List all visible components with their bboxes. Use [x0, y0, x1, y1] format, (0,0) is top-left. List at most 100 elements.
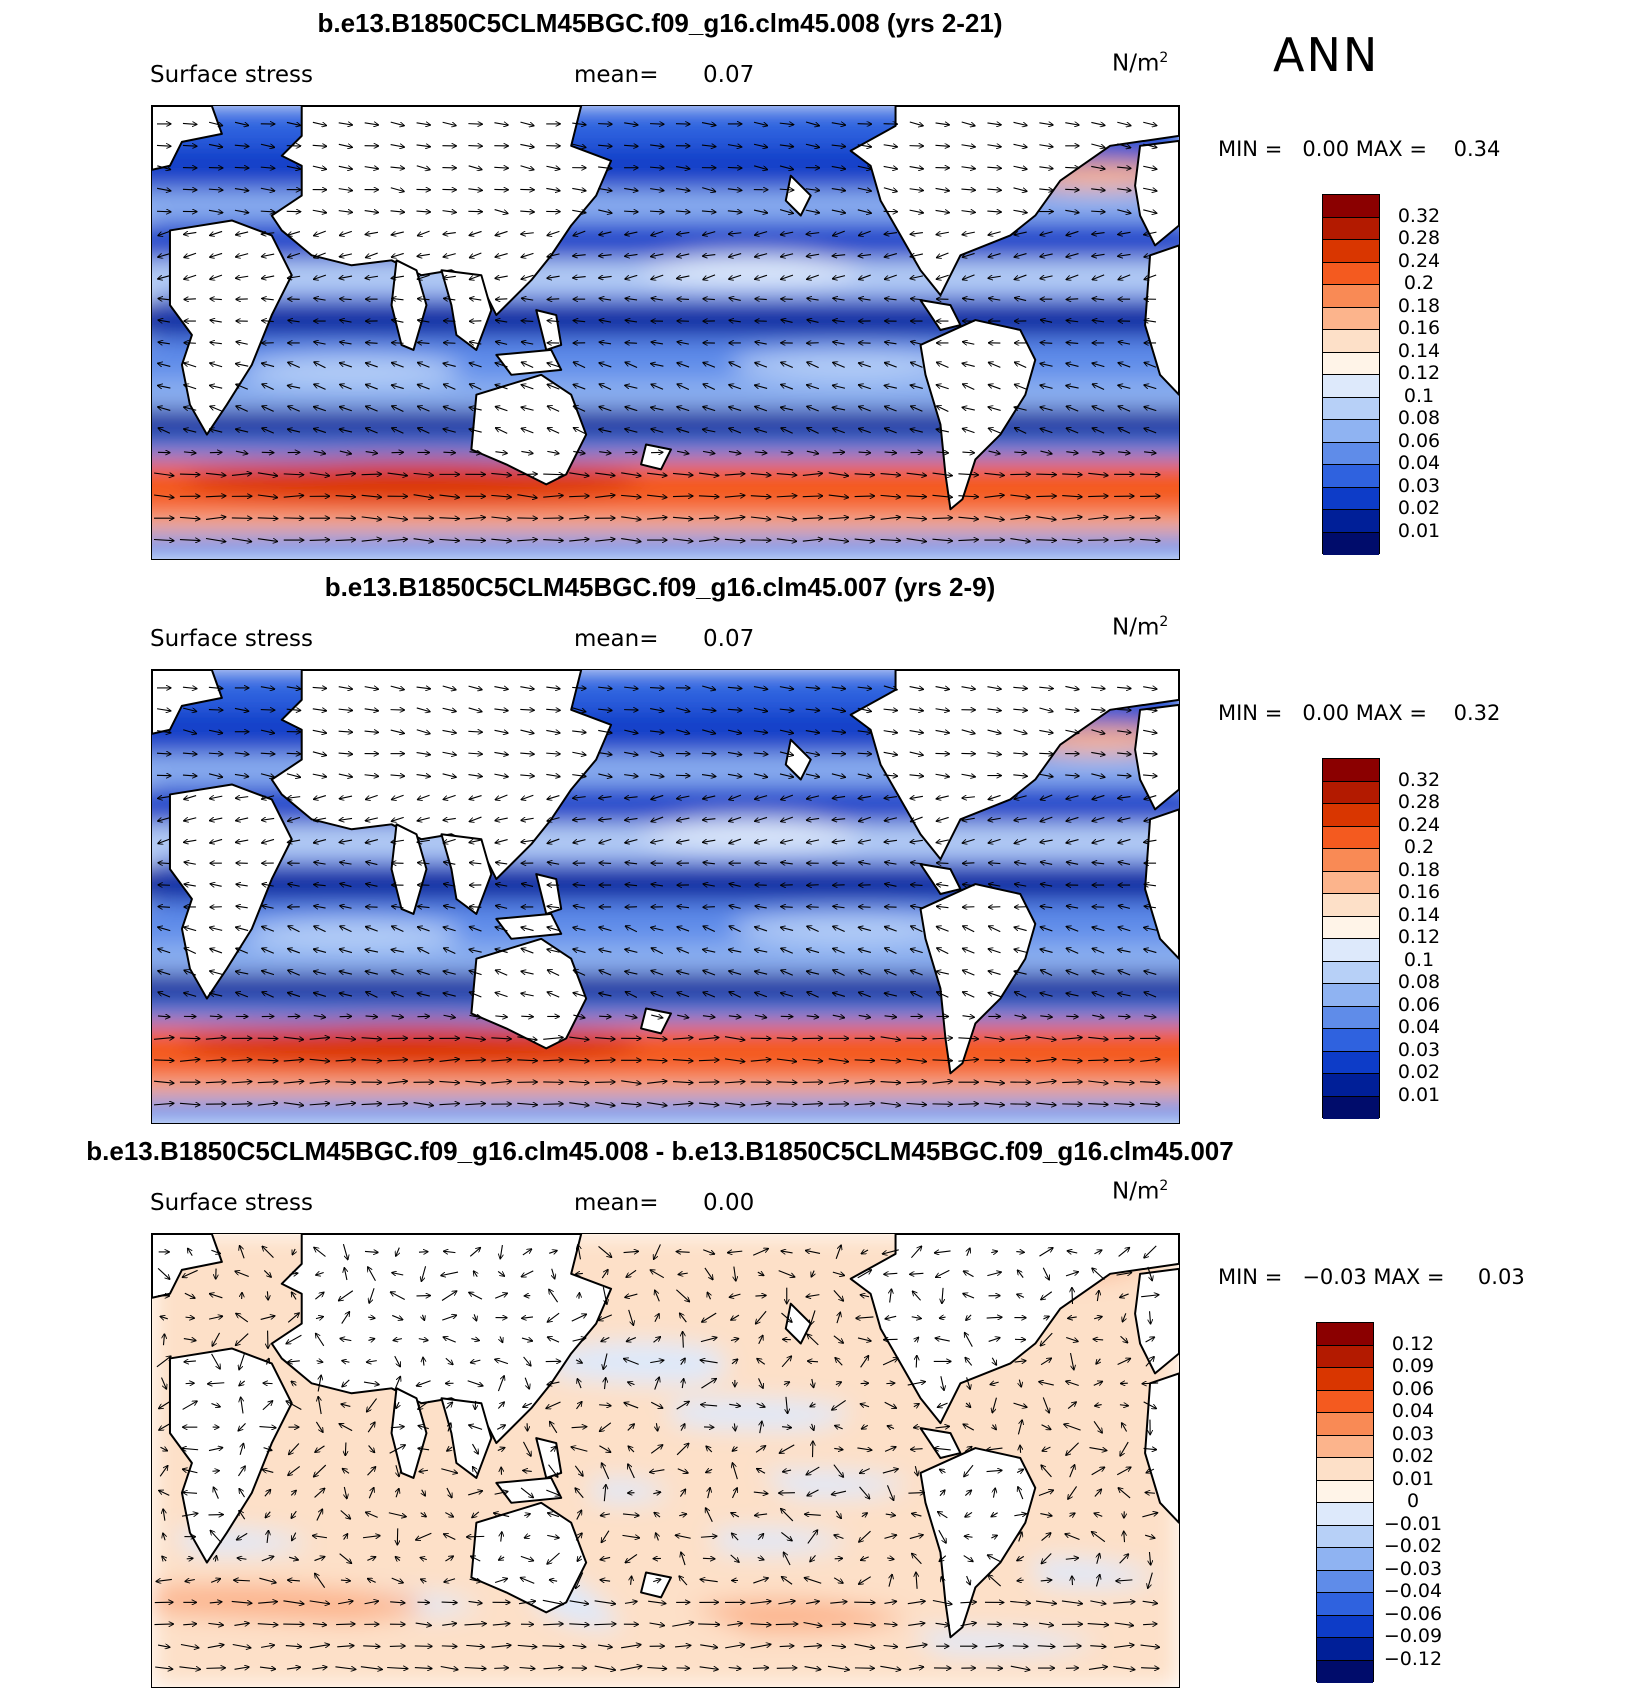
stress-vector-arrow: [257, 472, 278, 476]
stress-vector-arrow: [468, 146, 482, 147]
colorbar-swatch: [1323, 1096, 1379, 1119]
stress-vector-arrow: [729, 320, 741, 322]
colorbar-tick-label: 0.03: [1397, 1038, 1441, 1061]
map-panel: [151, 669, 1180, 1124]
stress-vector-arrow: [1144, 407, 1157, 412]
stress-vector-arrow: [1040, 363, 1053, 366]
stress-vector-arrow: [520, 165, 534, 170]
stress-vector-arrow: [675, 775, 690, 776]
stress-vector-arrow: [832, 385, 846, 388]
stress-vector-arrow: [261, 233, 275, 234]
colorbar-swatch: [1323, 826, 1379, 849]
stress-vector-arrow: [805, 144, 820, 147]
stress-vector-arrow: [287, 276, 301, 278]
stress-vector-arrow: [443, 406, 456, 412]
stress-vector-arrow: [287, 429, 301, 432]
stress-vector-arrow: [833, 362, 845, 368]
stress-vector-arrow: [521, 321, 534, 322]
stress-vector-arrow: [309, 472, 330, 476]
stress-vector-arrow: [210, 252, 223, 257]
stress-vector-arrow: [288, 362, 300, 368]
stress-vector-arrow: [469, 363, 482, 368]
stress-vector-arrow: [1144, 428, 1157, 434]
stress-vector-arrow: [234, 122, 249, 125]
stress-vector-arrow: [390, 167, 405, 168]
stress-vector-arrow: [262, 406, 274, 412]
colorbar-tick-label: 0.14: [1397, 903, 1441, 926]
stress-vector-arrow: [182, 145, 197, 146]
stress-vector-arrow: [231, 473, 252, 475]
stress-vector-arrow: [677, 342, 689, 344]
stress-vector-arrow: [573, 384, 586, 390]
stress-vector-arrow: [936, 452, 948, 453]
stress-vector-arrow: [439, 495, 460, 497]
min-max-readout: MIN = 0.00 MAX = 0.32: [1218, 701, 1501, 725]
stress-vector-arrow: [184, 363, 197, 368]
stress-vector-arrow: [1117, 167, 1131, 168]
stress-vector-arrow: [579, 1293, 580, 1299]
stress-vector-arrow: [1092, 320, 1105, 322]
stress-vector-arrow: [988, 232, 1001, 235]
stress-vector-arrow: [392, 320, 404, 323]
stress-vector-arrow: [286, 753, 301, 754]
stress-vector-arrow: [1040, 232, 1053, 235]
stress-vector-arrow: [675, 167, 690, 169]
stress-vector-arrow: [391, 252, 404, 257]
stress-vector-arrow: [775, 1624, 798, 1625]
stress-vector-arrow: [210, 363, 223, 368]
colorbar-tick-label: −0.06: [1383, 1602, 1443, 1625]
stress-vector-arrow: [750, 473, 771, 475]
unit-label: N/m2: [1112, 1178, 1169, 1205]
map-plot: [152, 1234, 1179, 1687]
colorbar-swatch: [1317, 1323, 1373, 1346]
panel-title: b.e13.B1850C5CLM45BGC.f09_g16.clm45.007 …: [324, 572, 996, 602]
stress-vector-arrow: [469, 407, 482, 410]
map-plot: [152, 670, 1179, 1123]
colorbar-swatch: [1317, 1368, 1373, 1391]
stress-vector-arrow: [313, 407, 327, 412]
stress-vector-arrow: [491, 495, 511, 497]
stress-vector-arrow: [884, 385, 897, 388]
stress-vector-arrow: [779, 123, 794, 125]
stress-vector-arrow: [779, 189, 794, 190]
stress-vector-arrow: [883, 166, 898, 169]
stress-vector-arrow: [677, 363, 690, 368]
stress-vector-arrow: [236, 232, 249, 235]
stress-vector-arrow: [963, 384, 975, 391]
stress-vector-arrow: [468, 165, 482, 170]
stress-vector-arrow: [442, 211, 457, 213]
stress-vector-arrow: [831, 210, 846, 213]
stress-vector-arrow: [988, 428, 1001, 434]
stress-vector-arrow: [677, 384, 690, 390]
stress-vector-arrow: [366, 406, 378, 412]
stress-vector-arrow: [184, 252, 197, 257]
stress-vector-arrow: [546, 188, 560, 190]
stress-vector-arrow: [885, 298, 897, 299]
stress-vector-arrow: [1014, 407, 1027, 410]
stress-vector-arrow: [1013, 166, 1028, 169]
stress-vector-arrow: [469, 252, 482, 258]
stress-vector-arrow: [1066, 230, 1079, 235]
stress-vector-arrow: [910, 233, 923, 235]
stress-vector-arrow: [776, 474, 797, 476]
stress-vector-arrow: [910, 429, 923, 432]
stress-vector-arrow: [779, 145, 794, 147]
stress-vector-arrow: [443, 254, 456, 257]
stress-vector-arrow: [832, 452, 845, 453]
colorbar-swatch: [1323, 487, 1379, 510]
stress-vector-arrow: [1092, 406, 1105, 412]
stress-vector-arrow: [599, 452, 611, 454]
mean-value: 0.07: [703, 626, 755, 652]
stress-vector-arrow: [987, 211, 1001, 212]
stress-vector-arrow: [521, 274, 534, 279]
stress-vector-arrow: [1066, 452, 1078, 454]
stress-vector-arrow: [392, 343, 404, 344]
stress-vector-arrow: [158, 407, 171, 411]
stress-vector-arrow: [339, 407, 352, 412]
stress-vector-arrow: [781, 428, 793, 434]
stress-vector-arrow: [391, 232, 404, 235]
stress-vector-arrow: [547, 276, 560, 278]
stress-vector-arrow: [521, 298, 534, 300]
stress-vector-arrow: [729, 385, 742, 390]
stress-vector-arrow: [283, 495, 304, 497]
